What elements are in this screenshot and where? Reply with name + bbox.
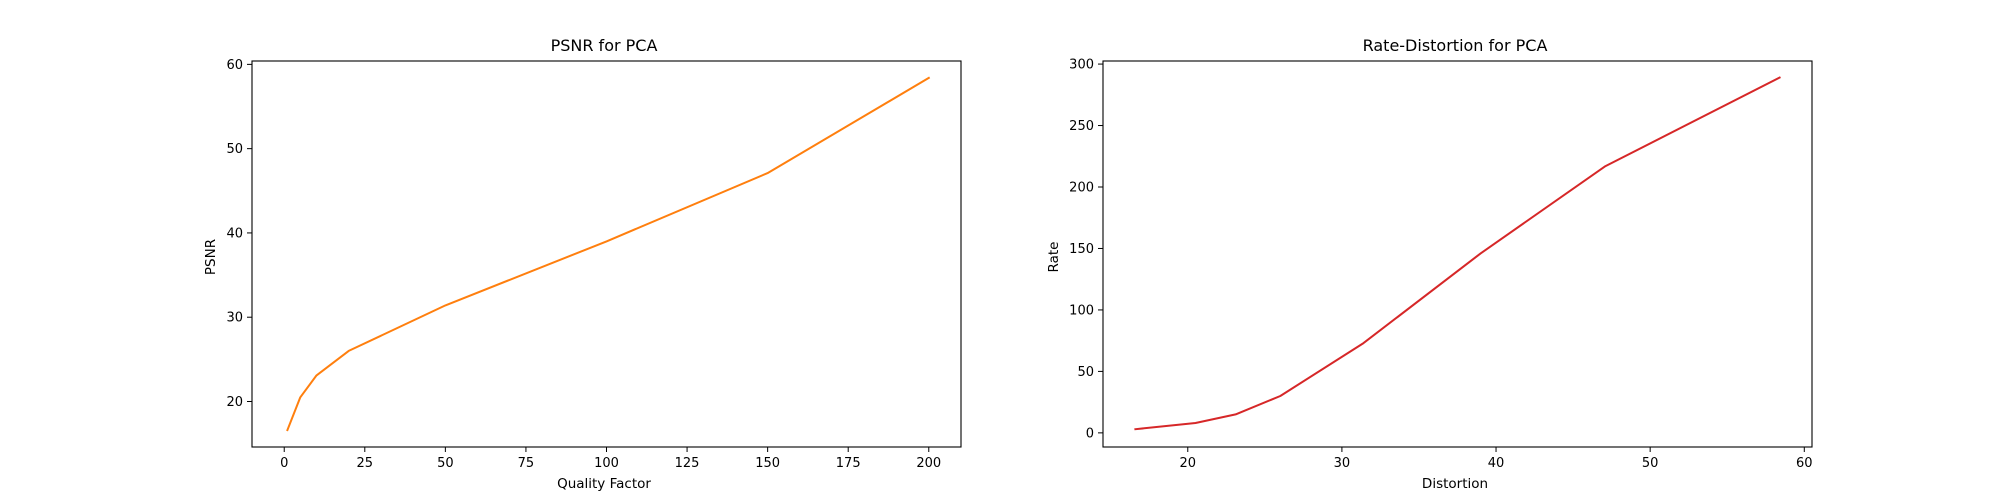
x-tick-label: 200	[916, 456, 941, 471]
y-tick-label: 200	[1069, 181, 1094, 196]
x-axis-label: Quality Factor	[557, 476, 651, 492]
y-tick-label: 30	[226, 311, 243, 326]
x-tick-label: 60	[1796, 456, 1813, 471]
chart-title: Rate-Distortion for PCA	[1363, 36, 1548, 55]
chart-title: PSNR for PCA	[551, 36, 658, 55]
x-tick-label: 0	[280, 456, 288, 471]
plot-frame	[1102, 60, 1813, 448]
y-tick-label: 20	[226, 395, 243, 410]
x-tick-label: 150	[755, 456, 780, 471]
y-tick-label: 300	[1069, 58, 1094, 73]
series-line	[1134, 76, 1781, 431]
x-tick-label: 175	[836, 456, 861, 471]
x-tick-label: 75	[518, 456, 535, 471]
chart-rate-distortion: Rate-Distortion for PCA Distortion Rate …	[1046, 36, 1813, 492]
x-tick-label: 40	[1488, 456, 1505, 471]
y-tick-label: 150	[1069, 242, 1094, 257]
x-tick-label: 25	[357, 456, 374, 471]
x-tick-label: 125	[675, 456, 700, 471]
y-tick-label: 60	[226, 58, 243, 73]
y-tick-label: 50	[226, 142, 243, 157]
x-tick-label: 50	[437, 456, 454, 471]
y-tick-label: 50	[1077, 365, 1094, 380]
y-tick-label: 40	[226, 226, 243, 241]
chart-psnr: PSNR for PCA Quality Factor PSNR 0 25 50 75…	[203, 36, 962, 492]
x-axis-label: Distortion	[1422, 476, 1488, 492]
x-tick-label: 50	[1642, 456, 1659, 471]
x-tick-label: 100	[594, 456, 619, 471]
x-tick-label: 20	[1179, 456, 1196, 471]
y-tick-label: 100	[1069, 303, 1094, 318]
plot-frame	[251, 60, 962, 448]
y-axis-label: Rate	[1046, 242, 1062, 273]
series-line	[286, 76, 931, 432]
y-axis-label: PSNR	[203, 239, 219, 275]
y-tick-label: 0	[1086, 426, 1094, 441]
x-tick-label: 30	[1334, 456, 1351, 471]
y-tick-label: 250	[1069, 119, 1094, 134]
